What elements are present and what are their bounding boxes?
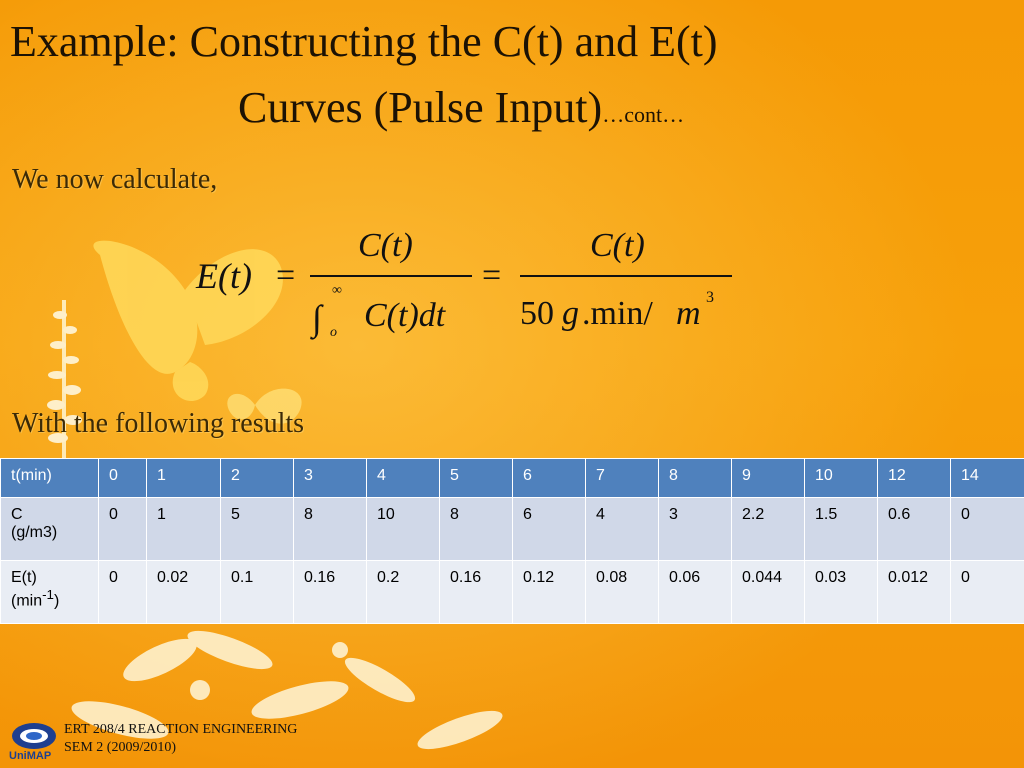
equation-lhs: E(t) <box>195 256 252 296</box>
table-cell: 10 <box>366 497 440 561</box>
row-label-concentration: C (g/m3) <box>0 497 99 561</box>
table-row-concentration: C (g/m3) 0 1 5 8 10 8 6 4 3 2.2 1.5 0.6 0 <box>0 497 1024 561</box>
title-cont-suffix: …cont… <box>602 102 685 127</box>
row-label-line-1: C <box>11 506 23 523</box>
title-line-2-text: Curves (Pulse Input) <box>238 83 603 132</box>
table-cell: 0 <box>950 497 1024 561</box>
table-cell: 1.5 <box>804 497 878 561</box>
table-cell: 5 <box>220 497 294 561</box>
plant-stem-icon <box>47 300 82 460</box>
table-cell: 0.2 <box>366 560 440 624</box>
table-cell: 0.02 <box>146 560 221 624</box>
table-cell: 0.6 <box>877 497 951 561</box>
table-cell: 1 <box>146 497 221 561</box>
title-line-1: Example: Constructing the C(t) and E(t) <box>10 17 718 66</box>
denominator-unit-min: .min/ <box>582 295 653 332</box>
table-cell: 0.03 <box>804 560 878 624</box>
table-header-cell: t(min) <box>0 458 99 498</box>
residence-time-equation: E(t) = C(t) ∫ ∞ o C(t)dt = C(t) 50 g .mi… <box>195 227 732 340</box>
table-header-cell: 6 <box>512 458 586 498</box>
table-header-cell: 3 <box>293 458 367 498</box>
table-cell: 2.2 <box>731 497 805 561</box>
row-label-unit-prefix: (min <box>11 592 43 610</box>
table-header-row: t(min) 0 1 2 3 4 5 6 7 8 9 10 12 14 <box>0 458 1024 498</box>
denominator-unit-m: m <box>676 295 701 332</box>
table-cell: 6 <box>512 497 586 561</box>
denominator-coefficient: 50 <box>520 295 554 332</box>
equation-equals-1: = <box>276 257 295 294</box>
integral-upper-limit: ∞ <box>332 283 342 298</box>
table-cell: 4 <box>585 497 659 561</box>
table-cell: 0.044 <box>731 560 805 624</box>
table-cell: 3 <box>658 497 732 561</box>
intro-text: We now calculate, <box>12 164 218 195</box>
foliage-icon <box>71 630 503 750</box>
butterfly-small-icon <box>227 388 302 424</box>
footer-semester: SEM 2 (2009/2010) <box>64 740 176 755</box>
equation-numerator-2: C(t) <box>590 227 645 264</box>
table-header-cell: 9 <box>731 458 805 498</box>
table-cell: 0 <box>98 497 147 561</box>
row-label-line-1: E(t) <box>11 569 37 586</box>
title-line-2: Curves (Pulse Input)…cont… <box>238 84 684 139</box>
butterfly-large-icon <box>93 240 283 402</box>
logo-wordmark: UniMAP <box>9 750 51 762</box>
denominator-unit-g: g <box>562 295 579 332</box>
table-cell: 0.16 <box>293 560 367 624</box>
equation-equals-2: = <box>482 257 501 294</box>
row-label-exit-age: E(t) (min-1) <box>0 560 99 624</box>
table-header-cell: 12 <box>877 458 951 498</box>
table-cell: 0.08 <box>585 560 659 624</box>
table-header-cell: 0 <box>98 458 147 498</box>
table-header-cell: 8 <box>658 458 732 498</box>
table-cell: 0.06 <box>658 560 732 624</box>
row-label-unit-exponent: -1 <box>42 587 54 602</box>
integral-sign-icon: ∫ <box>310 298 324 340</box>
table-cell: 8 <box>439 497 513 561</box>
table-cell: 0.1 <box>220 560 294 624</box>
table-cell: 0 <box>950 560 1024 624</box>
table-header-cell: 7 <box>585 458 659 498</box>
university-logo-icon: UniMAP <box>9 723 56 762</box>
equation-integrand: C(t)dt <box>364 297 447 334</box>
table-header-cell: 1 <box>146 458 221 498</box>
table-row-exit-age: E(t) (min-1) 0 0.02 0.1 0.16 0.2 0.16 0.1… <box>0 560 1024 624</box>
table-header-cell: 14 <box>950 458 1024 498</box>
table-header-cell: 10 <box>804 458 878 498</box>
table-cell: 0.012 <box>877 560 951 624</box>
results-label: With the following results <box>12 408 305 439</box>
row-label-line-2: (g/m3) <box>11 524 58 541</box>
table-cell: 0 <box>98 560 147 624</box>
integral-lower-limit: o <box>330 325 337 340</box>
table-cell: 0.16 <box>439 560 513 624</box>
footer-text: ERT 208/4 REACTION ENGINEERING SEM 2 (20… <box>64 721 297 757</box>
table-header-cell: 5 <box>439 458 513 498</box>
table-cell: 0.12 <box>512 560 586 624</box>
table-header-cell: 4 <box>366 458 440 498</box>
table-cell: 8 <box>293 497 367 561</box>
results-table: t(min) 0 1 2 3 4 5 6 7 8 9 10 12 14 C (g/… <box>0 458 1024 624</box>
footer-course: ERT 208/4 REACTION ENGINEERING <box>64 722 298 737</box>
equation-numerator-1: C(t) <box>358 227 413 264</box>
denominator-exponent: 3 <box>706 289 714 306</box>
row-label-unit-suffix: ) <box>53 592 60 610</box>
table-header-cell: 2 <box>220 458 294 498</box>
